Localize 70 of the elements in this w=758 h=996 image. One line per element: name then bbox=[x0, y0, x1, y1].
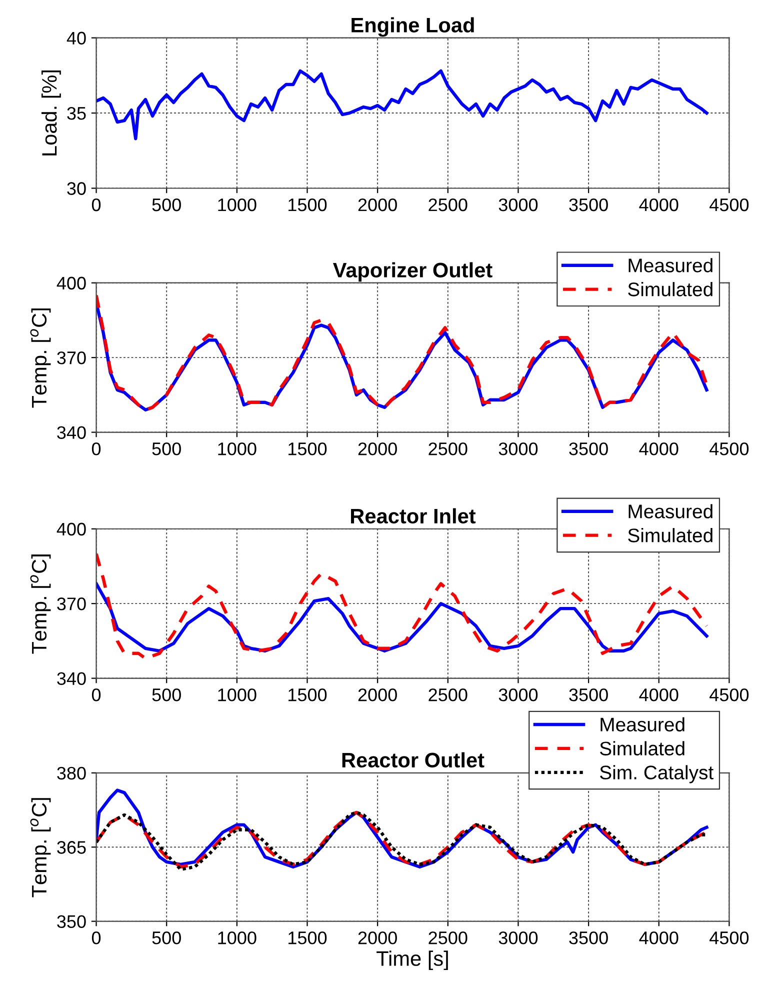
y-tick-label: 30 bbox=[67, 182, 86, 195]
legend-label: Measured bbox=[600, 717, 684, 732]
x-tick-label: 0 bbox=[92, 932, 101, 944]
x-tick-label: 3500 bbox=[569, 442, 608, 456]
x-tick-label: 4000 bbox=[639, 198, 678, 212]
x-tick-label: 1500 bbox=[288, 688, 327, 702]
y-tick-label: 340 bbox=[57, 672, 86, 685]
y-tick-label: 350 bbox=[57, 915, 86, 928]
x-tick-label: 3000 bbox=[498, 198, 538, 212]
y-axis-title: Load. [%] bbox=[41, 70, 61, 156]
y-tick-label: 400 bbox=[56, 276, 86, 290]
x-tick-label: 3000 bbox=[498, 932, 538, 944]
x-tick-label: 0 bbox=[92, 442, 101, 456]
legend-label: Measured bbox=[628, 504, 712, 518]
x-tick-label: 1000 bbox=[218, 688, 256, 702]
x-tick-label: 1500 bbox=[288, 198, 327, 212]
y-tick-label: 370 bbox=[57, 598, 86, 610]
x-tick-label: 3500 bbox=[569, 932, 608, 944]
x-tick-label: 500 bbox=[152, 198, 181, 212]
x-tick-label: 4500 bbox=[710, 688, 749, 702]
x-tick-label: 1500 bbox=[288, 442, 327, 456]
x-axis-title: Time [s] bbox=[376, 950, 448, 970]
x-tick-label: 4000 bbox=[639, 932, 678, 944]
x-tick-label: 4000 bbox=[639, 442, 678, 456]
x-tick-label: 2000 bbox=[358, 932, 397, 944]
line-series bbox=[96, 552, 708, 660]
x-tick-label: 2500 bbox=[428, 688, 468, 702]
y-tick-label: 365 bbox=[57, 841, 86, 854]
x-tick-label: 1000 bbox=[218, 932, 256, 944]
y-tick-label: 35 bbox=[67, 106, 86, 120]
y-tick-label: 370 bbox=[57, 352, 86, 364]
legend-label: Simulated bbox=[600, 741, 684, 756]
legend-label: Measured bbox=[628, 258, 712, 272]
x-tick-label: 3500 bbox=[569, 198, 608, 212]
y-tick-label: 380 bbox=[57, 766, 86, 780]
legend-label: Simulated bbox=[628, 282, 712, 296]
x-tick-label: 4500 bbox=[710, 198, 749, 212]
x-tick-label: 4500 bbox=[710, 442, 749, 456]
y-axis-title: Temp. [$^{o}$C] bbox=[30, 798, 51, 898]
chart-title: Engine Load bbox=[352, 17, 474, 37]
x-tick-label: 4000 bbox=[639, 688, 678, 702]
chart-title: Reactor Outlet bbox=[342, 752, 484, 768]
x-tick-label: 500 bbox=[152, 688, 181, 702]
x-tick-label: 3500 bbox=[569, 688, 608, 702]
x-tick-label: 1000 bbox=[218, 442, 256, 456]
x-tick-label: 2000 bbox=[358, 198, 397, 212]
y-tick-label: 40 bbox=[66, 32, 86, 45]
x-tick-label: 2000 bbox=[358, 442, 397, 456]
x-tick-label: 2500 bbox=[428, 198, 468, 212]
y-tick-label: 340 bbox=[57, 426, 86, 439]
x-tick-label: 4500 bbox=[710, 932, 749, 944]
x-tick-label: 500 bbox=[152, 932, 181, 944]
x-tick-label: 500 bbox=[152, 442, 181, 456]
x-tick-label: 0 bbox=[92, 688, 101, 702]
y-tick-label: 400 bbox=[56, 522, 86, 536]
legend-label: Sim. Catalyst bbox=[600, 765, 714, 784]
legend-label: Simulated bbox=[628, 528, 712, 542]
x-tick-label: 2500 bbox=[428, 442, 468, 456]
chart-title: Reactor Inlet bbox=[351, 508, 476, 524]
x-tick-label: 3000 bbox=[498, 688, 538, 702]
chart-title: Vaporizer Outlet bbox=[332, 262, 492, 282]
y-axis-title: Temp. [$^{o}$C] bbox=[30, 554, 51, 654]
x-tick-label: 3000 bbox=[498, 442, 538, 456]
x-tick-label: 1500 bbox=[288, 932, 327, 944]
x-tick-label: 2000 bbox=[358, 688, 397, 702]
line-series bbox=[96, 69, 708, 140]
x-tick-label: 0 bbox=[92, 198, 101, 212]
x-tick-label: 1000 bbox=[218, 198, 256, 212]
y-axis-title: Temp. [$^{o}$C] bbox=[30, 308, 51, 408]
x-tick-label: 2500 bbox=[428, 932, 468, 944]
